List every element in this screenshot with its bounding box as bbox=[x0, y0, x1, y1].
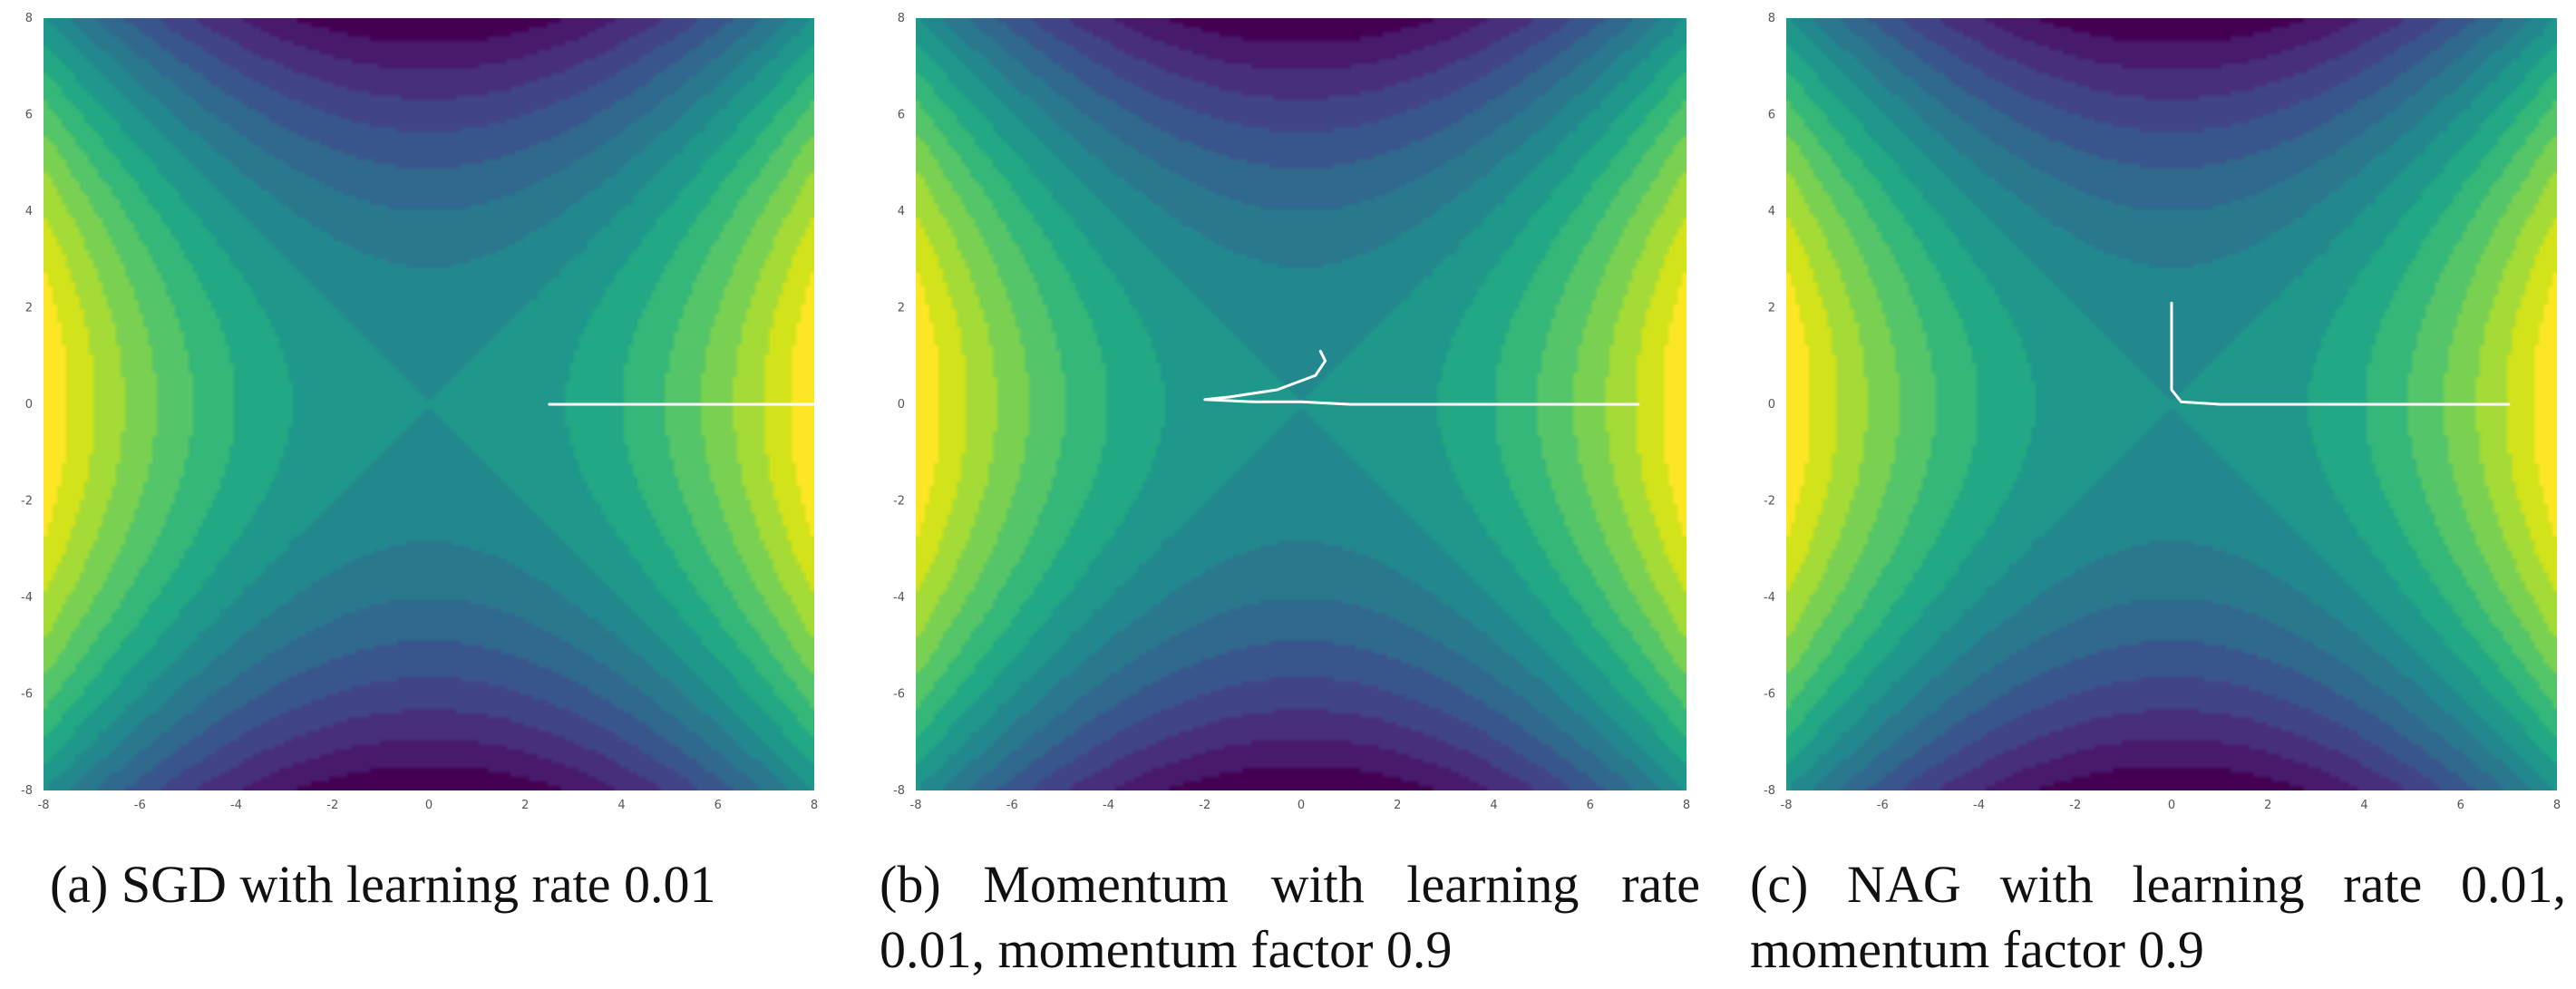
y-tick-label: 8 bbox=[898, 12, 905, 25]
chart-panel-2: -8 -6 -4 -2 0 2 4 6 8 8 6 4 2 0 -2 -4 -6 -8 bbox=[1764, 12, 2561, 812]
x-tick-label: -6 bbox=[134, 799, 146, 812]
x-tick-label: -2 bbox=[326, 799, 338, 812]
y-tick-label: -6 bbox=[893, 688, 905, 702]
x-tick-label: 2 bbox=[521, 799, 529, 812]
x-tick-label: 6 bbox=[2457, 799, 2464, 812]
y-tick-label: -2 bbox=[1764, 495, 1775, 509]
y-tick-label: 0 bbox=[1768, 398, 1775, 412]
x-tick-label: -8 bbox=[910, 799, 922, 812]
y-tick-label: -4 bbox=[1764, 591, 1775, 605]
x-tick-label: 4 bbox=[1490, 799, 1497, 812]
trajectory-line bbox=[1203, 349, 1640, 406]
chart-panel-0: -8 -6 -4 -2 0 2 4 6 8 8 6 4 2 0 -2 -4 -6 -8 bbox=[21, 12, 818, 812]
x-tick-label: -8 bbox=[38, 799, 50, 812]
x-tick-label: -2 bbox=[1199, 799, 1210, 812]
x-tick-label: 4 bbox=[2360, 799, 2367, 812]
x-tick-label: -6 bbox=[1006, 799, 1018, 812]
x-tick-label: 6 bbox=[714, 799, 722, 812]
y-tick-label: 6 bbox=[898, 109, 905, 122]
x-tick-label: 2 bbox=[2264, 799, 2271, 812]
x-tick-label: 0 bbox=[1298, 799, 1305, 812]
y-tick-label: -8 bbox=[893, 784, 905, 798]
y-tick-label: 2 bbox=[1768, 302, 1775, 315]
trajectory-line bbox=[2170, 301, 2511, 406]
y-tick-label: -8 bbox=[21, 784, 33, 798]
x-tick-label: 8 bbox=[2553, 799, 2561, 812]
y-tick-label: -2 bbox=[21, 495, 33, 509]
caption-b: (b) Momentum with learning rate 0.01, mo… bbox=[880, 855, 1700, 979]
x-tick-label: 8 bbox=[811, 799, 818, 812]
y-tick-label: 2 bbox=[25, 302, 33, 315]
x-tick-label: 8 bbox=[1683, 799, 1690, 812]
y-tick-label: -6 bbox=[1764, 688, 1775, 702]
x-tick-label: -8 bbox=[1781, 799, 1793, 812]
x-tick-label: 0 bbox=[425, 799, 433, 812]
y-tick-label: 4 bbox=[25, 205, 33, 218]
chart-panel-1: -8 -6 -4 -2 0 2 4 6 8 8 6 4 2 0 -2 -4 -6 -8 bbox=[893, 12, 1690, 812]
x-tick-label: 4 bbox=[617, 799, 625, 812]
x-tick-label: -6 bbox=[1877, 799, 1889, 812]
y-tick-label: -4 bbox=[893, 591, 905, 605]
y-tick-label: -2 bbox=[893, 495, 905, 509]
y-tick-label: 0 bbox=[25, 398, 33, 412]
y-tick-label: -8 bbox=[1764, 784, 1775, 798]
caption-a: (a) SGD with learning rate 0.01 bbox=[50, 855, 716, 914]
y-tick-label: 6 bbox=[1768, 109, 1775, 122]
y-tick-label: -4 bbox=[21, 591, 33, 605]
x-tick-label: -4 bbox=[230, 799, 242, 812]
y-tick-label: 4 bbox=[1768, 205, 1775, 218]
y-tick-label: 2 bbox=[898, 302, 905, 315]
y-tick-label: 0 bbox=[898, 398, 905, 412]
x-tick-label: -2 bbox=[2069, 799, 2081, 812]
x-tick-label: 2 bbox=[1394, 799, 1401, 812]
x-tick-label: -4 bbox=[1973, 799, 1985, 812]
caption-c: (c) NAG with learning rate 0.01, momentu… bbox=[1750, 855, 2566, 979]
y-tick-label: 8 bbox=[25, 12, 33, 25]
x-tick-label: 0 bbox=[2168, 799, 2175, 812]
y-tick-label: 8 bbox=[1768, 12, 1775, 25]
y-tick-label: 6 bbox=[25, 109, 33, 122]
y-tick-label: -6 bbox=[21, 688, 33, 702]
y-tick-label: 4 bbox=[898, 205, 905, 218]
x-tick-label: -4 bbox=[1103, 799, 1114, 812]
x-tick-label: 6 bbox=[1587, 799, 1594, 812]
